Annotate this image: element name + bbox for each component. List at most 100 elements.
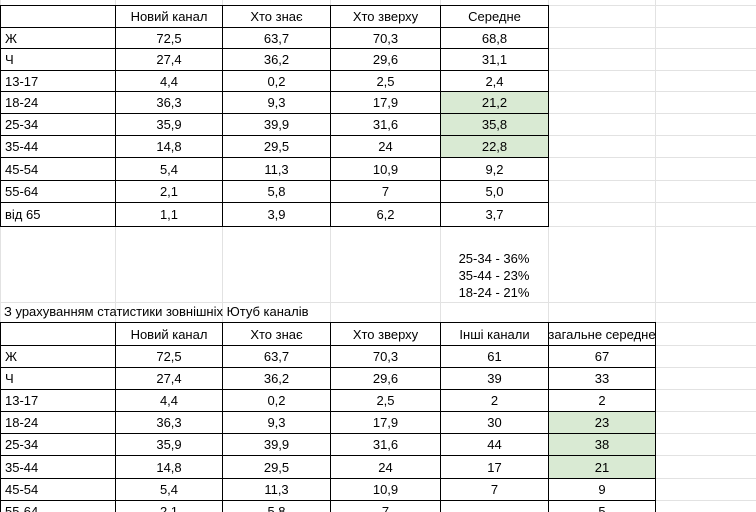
- cell: 61: [440, 345, 549, 368]
- row-label: 55-64: [0, 500, 116, 512]
- header-cell: загальне середне: [548, 322, 656, 346]
- header-cell: Середне: [440, 5, 549, 28]
- note: 18-24 - 21%: [458, 285, 530, 300]
- cell: 39,9: [222, 433, 331, 456]
- row-label: 45-54: [0, 478, 116, 501]
- row-label: 25-34: [0, 433, 116, 456]
- gridline: [655, 0, 656, 512]
- note: 35-44 - 23%: [458, 268, 530, 283]
- cell: 33: [548, 367, 656, 390]
- cell: 2,1: [115, 180, 223, 203]
- cell: 17: [440, 455, 549, 479]
- header-cell: Хто знає: [222, 322, 331, 346]
- cell: 72,5: [115, 27, 223, 49]
- cell: 9: [548, 478, 656, 501]
- row-label: 18-24: [0, 91, 116, 114]
- header-cell: Хто зверху: [330, 322, 441, 346]
- header-cell: [0, 5, 116, 28]
- cell: 11,3: [222, 478, 331, 501]
- cell: 9,3: [222, 411, 331, 434]
- cell: 22,8: [440, 135, 549, 158]
- cell: [440, 500, 549, 512]
- cell: 2,4: [440, 70, 549, 92]
- gridline: [0, 0, 1, 512]
- note: 25-34 - 36%: [458, 251, 530, 266]
- cell: 24: [330, 455, 441, 479]
- cell: 29,6: [330, 48, 441, 71]
- cell: 14,8: [115, 455, 223, 479]
- cell: 35,9: [115, 433, 223, 456]
- cell: 31,6: [330, 433, 441, 456]
- cell: 38: [548, 433, 656, 456]
- cell: 5,4: [115, 157, 223, 181]
- cell: 5: [548, 500, 656, 512]
- row-label: 18-24: [0, 411, 116, 434]
- cell: 5,4: [115, 478, 223, 501]
- cell: 3,7: [440, 202, 549, 227]
- cell: 11,3: [222, 157, 331, 181]
- cell: 4,4: [115, 389, 223, 412]
- cell: 21: [548, 455, 656, 479]
- cell: 6,2: [330, 202, 441, 227]
- header-cell: Хто зверху: [330, 5, 441, 28]
- cell: 72,5: [115, 345, 223, 368]
- cell: 31,6: [330, 113, 441, 136]
- cell: 36,2: [222, 367, 331, 390]
- cell: 23: [548, 411, 656, 434]
- cell: 63,7: [222, 345, 331, 368]
- cell: 39,9: [222, 113, 331, 136]
- cell: 29,5: [222, 135, 331, 158]
- row-label: від 65: [0, 202, 116, 227]
- cell: 44: [440, 433, 549, 456]
- cell: 36,2: [222, 48, 331, 71]
- cell: 17,9: [330, 91, 441, 114]
- row-label: 35-44: [0, 455, 116, 479]
- header-cell: Інші канали: [440, 322, 549, 346]
- cell: 29,5: [222, 455, 331, 479]
- row-label: Ж: [0, 27, 116, 49]
- row-label: 55-64: [0, 180, 116, 203]
- cell: 39: [440, 367, 549, 390]
- cell: 10,9: [330, 478, 441, 501]
- cell: 5,0: [440, 180, 549, 203]
- header-cell: [0, 322, 116, 346]
- cell: 30: [440, 411, 549, 434]
- cell: 68,8: [440, 27, 549, 49]
- row-label: Ж: [0, 345, 116, 368]
- cell: 35,9: [115, 113, 223, 136]
- caption: З урахуванням статистики зовнішніх Ютуб …: [4, 304, 309, 319]
- gridline: [0, 302, 756, 303]
- header-cell: Хто знає: [222, 5, 331, 28]
- cell: 2,1: [115, 500, 223, 512]
- header-cell: Новий канал: [115, 5, 223, 28]
- header-cell: Новий канал: [115, 322, 223, 346]
- row-label: 13-17: [0, 70, 116, 92]
- row-label: 45-54: [0, 157, 116, 181]
- row-label: 13-17: [0, 389, 116, 412]
- cell: 36,3: [115, 411, 223, 434]
- cell: 7: [440, 478, 549, 501]
- cell: 3,9: [222, 202, 331, 227]
- row-label: Ч: [0, 367, 116, 390]
- cell: 10,9: [330, 157, 441, 181]
- gridline: [330, 0, 331, 512]
- gridline: [222, 0, 223, 512]
- cell: 7: [330, 180, 441, 203]
- cell: 2: [440, 389, 549, 412]
- cell: 0,2: [222, 70, 331, 92]
- cell: 27,4: [115, 367, 223, 390]
- row-label: Ч: [0, 48, 116, 71]
- cell: 27,4: [115, 48, 223, 71]
- cell: 9,2: [440, 157, 549, 181]
- cell: 9,3: [222, 91, 331, 114]
- gridline: [115, 0, 116, 512]
- row-label: 25-34: [0, 113, 116, 136]
- cell: 5,8: [222, 500, 331, 512]
- cell: 70,3: [330, 27, 441, 49]
- cell: 17,9: [330, 411, 441, 434]
- cell: 70,3: [330, 345, 441, 368]
- cell: 2,5: [330, 70, 441, 92]
- cell: 36,3: [115, 91, 223, 114]
- cell: 2: [548, 389, 656, 412]
- cell: 63,7: [222, 27, 331, 49]
